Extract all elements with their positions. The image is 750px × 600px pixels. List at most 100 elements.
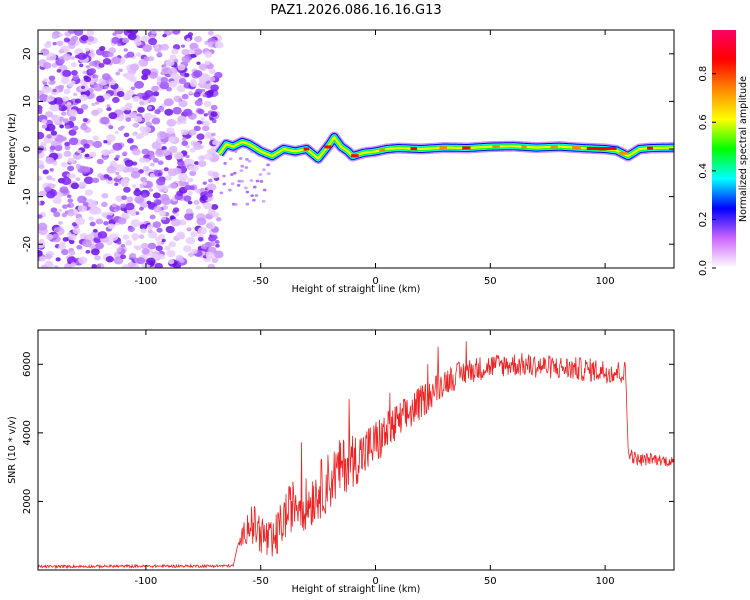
noise-blob (205, 221, 216, 230)
colorbar-label: Normalized spectral amplitude (738, 76, 749, 222)
noise-blob (139, 223, 148, 230)
noise-blob (59, 124, 65, 129)
ridge-hotspot (586, 147, 617, 151)
noise-blob (102, 156, 108, 161)
noise-blob (204, 60, 211, 66)
noise-blob (210, 171, 220, 179)
noise-blob (83, 76, 92, 83)
noise-blob (262, 168, 266, 172)
noise-blob (68, 137, 79, 146)
noise-blob (194, 99, 203, 107)
noise-blob (134, 40, 142, 46)
noise-blob (86, 35, 95, 42)
noise-blob (181, 140, 189, 146)
noise-blob (156, 227, 163, 233)
ridge-hotspot (646, 146, 653, 150)
spectrogram-x-label: Height of straight line (km) (292, 284, 421, 295)
noise-blob (167, 168, 178, 177)
x-tick-label: -50 (253, 576, 269, 587)
noise-blob (70, 262, 77, 267)
noise-blob (123, 213, 130, 220)
noise-blob (162, 33, 167, 38)
noise-blob (89, 221, 96, 227)
noise-blob (96, 158, 104, 165)
noise-blob (111, 203, 117, 208)
noise-blob (181, 55, 190, 63)
noise-blob (169, 215, 175, 220)
noise-blob (101, 73, 111, 81)
noise-blob (156, 240, 162, 246)
noise-blob (90, 248, 100, 256)
spectrogram-x-ticks: -100 -50 0 50 100 (135, 30, 615, 287)
noise-blob (157, 160, 164, 166)
noise-blob (88, 216, 94, 221)
noise-blob (49, 79, 56, 85)
noise-blob (81, 122, 87, 127)
noise-blob (138, 234, 145, 240)
noise-blob (58, 221, 63, 225)
noise-blob (51, 114, 60, 122)
noise-blob (101, 193, 109, 199)
noise-blob (96, 264, 102, 268)
noise-blob (172, 30, 181, 35)
noise-blob (205, 251, 215, 260)
noise-blob (115, 154, 120, 159)
noise-blob (200, 117, 205, 121)
noise-blob (210, 203, 219, 210)
noise-blob (89, 61, 96, 67)
noise-blob (45, 156, 55, 165)
noise-blob (58, 243, 67, 251)
noise-blob (108, 125, 114, 130)
noise-blob (103, 221, 109, 226)
noise-blob (155, 245, 163, 252)
noise-blob (190, 231, 198, 238)
noise-blob (108, 112, 118, 120)
noise-blob (189, 170, 197, 177)
noise-blob (230, 173, 234, 176)
ridge-hotspot (619, 151, 628, 155)
noise-blob (75, 165, 81, 169)
noise-blob (196, 120, 202, 125)
noise-blob (76, 244, 83, 250)
noise-blob (181, 120, 187, 125)
noise-blob (180, 129, 189, 136)
noise-blob (83, 143, 90, 149)
noise-blob (140, 202, 148, 209)
noise-blob (120, 243, 126, 248)
noise-blob (95, 218, 104, 225)
noise-blob (39, 94, 49, 102)
noise-blob (77, 195, 87, 204)
noise-blob (74, 98, 82, 104)
noise-blob (38, 200, 41, 205)
noise-blob (146, 257, 156, 266)
noise-blob (261, 199, 266, 203)
noise-blob (115, 71, 121, 76)
noise-blob (171, 48, 179, 55)
noise-blob (193, 69, 203, 78)
noise-blob (38, 222, 48, 231)
noise-blob (71, 222, 78, 227)
noise-blob (76, 108, 84, 115)
noise-blob (222, 174, 226, 178)
noise-blob (236, 183, 241, 187)
noise-blob (46, 175, 53, 181)
noise-blob (50, 207, 58, 213)
noise-blob (127, 261, 135, 268)
noise-blob (61, 53, 72, 61)
noise-blob (172, 207, 180, 213)
y-tick-label: 0 (22, 146, 33, 152)
noise-blob (71, 70, 78, 76)
noise-blob (106, 106, 112, 112)
noise-blob (214, 41, 224, 49)
noise-blob (184, 212, 194, 221)
ridge-hotspot (492, 145, 500, 149)
noise-blob (61, 177, 72, 186)
noise-blob (132, 122, 139, 128)
noise-blob (77, 204, 87, 213)
noise-blob (151, 85, 159, 92)
noise-blob (118, 68, 123, 73)
noise-blob (139, 206, 144, 211)
noise-blob (100, 116, 110, 125)
noise-blob (161, 238, 166, 243)
